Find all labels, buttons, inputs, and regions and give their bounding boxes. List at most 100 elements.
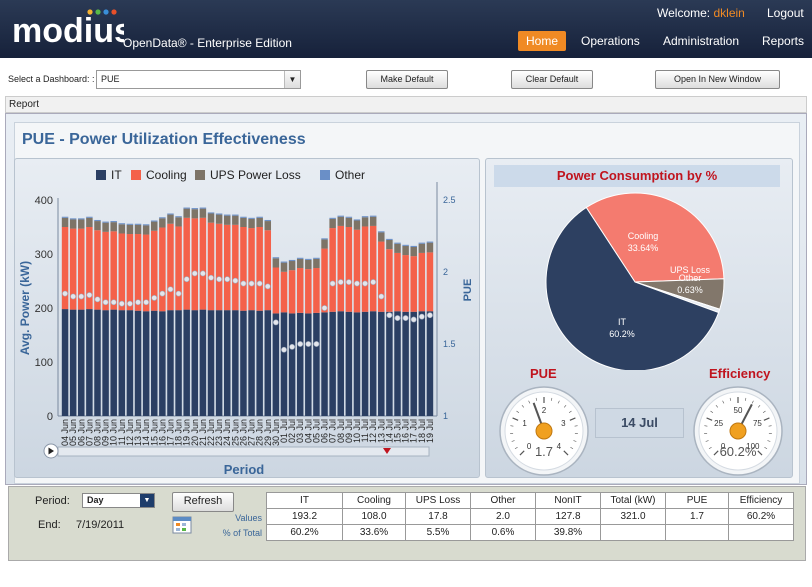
welcome-label: Welcome: <box>657 6 711 20</box>
bar-other <box>394 242 401 244</box>
bar-it <box>142 311 150 416</box>
pue-point <box>127 300 133 307</box>
x-tick-label: 13 Jun <box>133 419 143 446</box>
period-select[interactable]: Day ▼ <box>82 493 155 508</box>
bar-it <box>167 310 174 416</box>
bar-other <box>321 238 328 240</box>
x-tick-label: 06 Jun <box>76 419 86 446</box>
gauge-tick <box>563 450 569 456</box>
bar-cooling <box>86 227 93 310</box>
bar-ups-power-loss <box>378 232 385 242</box>
bar-ups-power-loss <box>369 216 377 226</box>
bar-cooling <box>61 227 69 310</box>
calendar-icon[interactable] <box>172 516 192 534</box>
dashboard-select[interactable]: PUE ▼ <box>96 70 301 89</box>
bar-it <box>337 311 344 416</box>
legend-swatch <box>320 170 330 180</box>
bar-cooling <box>329 228 336 312</box>
pue-point <box>329 280 336 287</box>
pue-point <box>297 341 304 347</box>
nav-operations[interactable]: Operations <box>581 34 640 48</box>
refresh-button[interactable]: Refresh <box>172 492 234 512</box>
gauge-tick <box>705 440 709 442</box>
bar-ups-power-loss <box>102 222 109 232</box>
nav-reports[interactable]: Reports <box>762 34 805 48</box>
bar-other <box>386 238 393 240</box>
timeline-handle[interactable] <box>383 448 391 454</box>
timeline-scrollbar[interactable] <box>57 446 430 457</box>
make-default-button[interactable]: Make Default <box>366 70 448 89</box>
bar-cooling <box>410 256 417 312</box>
bar-ups-power-loss <box>264 221 272 231</box>
gauge-tick <box>767 440 771 442</box>
pue-point <box>289 343 295 350</box>
pue-point <box>378 293 385 300</box>
bar-cooling <box>191 218 199 311</box>
bar-cooling <box>240 227 247 311</box>
bar-cooling <box>94 230 101 310</box>
nav-home[interactable]: Home <box>518 31 567 51</box>
play-icon <box>48 447 54 455</box>
bar-cooling <box>183 217 190 310</box>
bar-it <box>345 311 353 416</box>
y-tick-label: 0 <box>47 411 53 423</box>
gauge-tick <box>710 410 714 414</box>
bar-ups-power-loss <box>345 217 353 227</box>
pue-point <box>313 341 320 347</box>
bar-other <box>86 216 93 218</box>
bar-ups-power-loss <box>69 219 77 229</box>
bar-ups-power-loss <box>159 218 166 228</box>
bar-cooling <box>159 227 166 312</box>
pie-label-cooling-pct: 33.64% <box>628 243 659 253</box>
chevron-down-icon[interactable]: ▼ <box>140 494 154 507</box>
clear-default-button[interactable]: Clear Default <box>511 70 593 89</box>
bar-it <box>402 311 409 416</box>
table-cell: 60.2% <box>266 524 343 541</box>
bar-ups-power-loss <box>272 258 280 268</box>
gauge-tick <box>557 400 560 404</box>
table-header: Cooling <box>342 492 406 509</box>
bar-cooling <box>175 226 182 311</box>
gauge-tick <box>573 440 577 442</box>
pue-point <box>224 276 231 283</box>
welcome-text: Welcome: dklein <box>657 6 745 20</box>
chevron-down-icon[interactable]: ▼ <box>284 71 300 88</box>
nav-administration[interactable]: Administration <box>663 34 740 48</box>
x-tick-label: 24 Jun <box>222 419 232 446</box>
bar-cooling <box>288 270 296 314</box>
bar-ups-power-loss <box>207 213 215 223</box>
gauge-tick <box>512 417 519 421</box>
pie-slice-it <box>545 206 720 370</box>
pie-label-it: IT <box>618 317 627 327</box>
x-tick-label: 18 Jun <box>174 419 184 446</box>
x-tick-label: 13 Jul <box>376 419 386 443</box>
x-tick-label: 18 Jul <box>417 419 427 443</box>
bar-it <box>118 310 126 416</box>
bar-other <box>167 213 174 215</box>
bar-cooling <box>337 225 344 312</box>
bar-it <box>86 309 93 416</box>
x-tick-label: 11 Jun <box>117 419 127 445</box>
gauge-value: 60.2% <box>720 444 757 459</box>
bar-other <box>78 218 85 220</box>
bar-cooling <box>126 234 134 311</box>
x-tick-label: 08 Jun <box>92 419 102 446</box>
gauge-tick <box>744 397 747 401</box>
bar-it <box>248 310 255 416</box>
table-cell <box>728 524 794 541</box>
table-row: 60.2% 33.6% 5.5% 0.6% 39.8% <box>266 524 794 541</box>
bar-it <box>394 311 401 416</box>
x-tick-label: 04 Jun <box>60 419 70 446</box>
x-tick-label: 12 Jun <box>125 419 135 446</box>
bar-ups-power-loss <box>410 246 417 257</box>
gauge-tick-label: 0 <box>721 442 726 451</box>
x-tick-label: 19 Jun <box>182 419 192 446</box>
bar-it <box>110 309 117 416</box>
bar-it <box>199 309 207 416</box>
pue-point <box>256 280 263 287</box>
logout-link[interactable]: Logout <box>767 6 804 20</box>
bar-it <box>240 310 247 416</box>
open-new-window-button[interactable]: Open In New Window <box>655 70 780 89</box>
bar-ups-power-loss <box>142 225 150 235</box>
